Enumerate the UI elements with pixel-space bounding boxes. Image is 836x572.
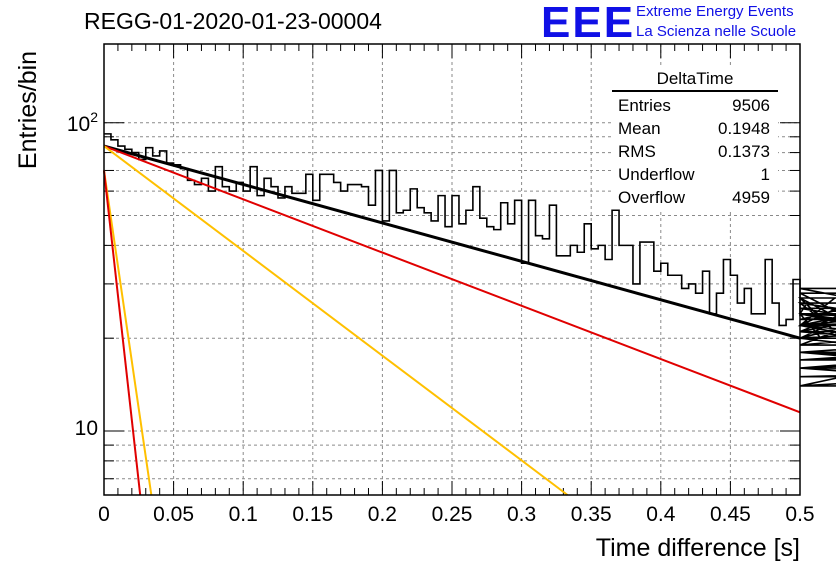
x-tick-label: 0.05 xyxy=(153,503,195,526)
axis-ticks xyxy=(103,44,801,495)
fit-line-0 xyxy=(103,144,801,340)
stats-row-underflow: Underflow 1 xyxy=(612,163,778,186)
stats-row-entries: Entries 9506 xyxy=(612,94,778,117)
stats-value: 1 xyxy=(760,165,770,184)
stats-value: 0.1948 xyxy=(718,119,770,138)
y-axis-label: Entries/bin xyxy=(14,50,42,170)
y-tick-exponent: 2 xyxy=(90,108,98,125)
stats-row-rms: RMS 0.1373 xyxy=(612,140,778,163)
x-tick-label: 0.35 xyxy=(570,503,612,526)
fit-line-4 xyxy=(103,170,142,496)
x-tick-label: 0.2 xyxy=(367,503,397,526)
plot-frame xyxy=(103,43,801,496)
stats-value: 9506 xyxy=(732,96,770,115)
eee-logo-line2: La Scienza nelle Scuole xyxy=(636,23,797,40)
y-tick-label: 10 xyxy=(75,417,98,441)
x-tick-label: 0.4 xyxy=(646,503,676,526)
eee-logo-line1: Extreme Energy Events xyxy=(636,3,794,20)
stats-label: Underflow xyxy=(618,165,695,184)
stats-label: Entries xyxy=(618,96,671,115)
stats-label: Mean xyxy=(618,119,661,138)
x-tick-label: 0.25 xyxy=(431,503,473,526)
fit-line-2 xyxy=(103,145,569,496)
stats-row-overflow: Overflow 4959 xyxy=(612,186,778,209)
x-tick-label: 0.15 xyxy=(292,503,334,526)
stats-label: Overflow xyxy=(618,188,686,207)
x-tick-label: 0.5 xyxy=(785,503,815,526)
x-tick-label: 0 xyxy=(98,503,110,526)
x-tick-label: 0.45 xyxy=(709,503,751,526)
chart-title: REGG-01-2020-01-23-00004 xyxy=(84,8,382,34)
y-tick-base: 10 xyxy=(74,416,98,440)
x-axis-label: Time difference [s] xyxy=(595,534,800,562)
y-tick-base: 10 xyxy=(66,112,91,136)
stats-title: DeltaTime xyxy=(612,68,778,92)
stats-label: RMS xyxy=(618,142,656,161)
stats-box: DeltaTime Entries 9506 Mean 0.1948 RMS 0… xyxy=(612,68,778,209)
fit-lines xyxy=(103,144,801,496)
stats-row-mean: Mean 0.1948 xyxy=(612,117,778,140)
x-tick-label: 0.3 xyxy=(506,503,537,526)
stats-value: 0.1373 xyxy=(718,142,770,161)
y-tick-label: 102 xyxy=(67,109,98,137)
x-tick-label: 0.1 xyxy=(228,503,258,526)
eee-logo: EEE xyxy=(541,0,636,47)
fit-line-1 xyxy=(103,145,801,414)
stats-value: 4959 xyxy=(732,188,770,207)
fit-line-3 xyxy=(103,170,153,496)
